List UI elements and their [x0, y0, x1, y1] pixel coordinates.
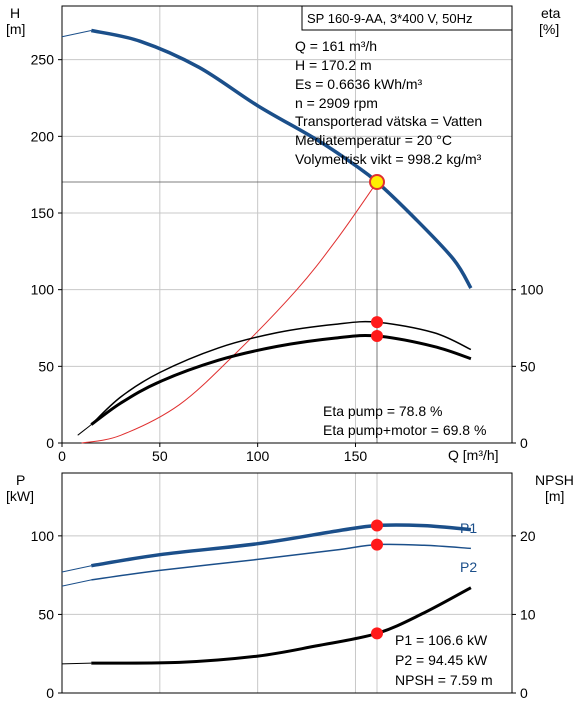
bottom-info-line-2: NPSH = 7.59 m — [395, 672, 493, 688]
eta-pump-label: Eta pump = 78.8 % — [323, 403, 442, 419]
bottom-markers — [371, 519, 383, 640]
p2-series-label: P2 — [460, 559, 477, 575]
bottom-right-axis-label-2: [m] — [545, 488, 564, 504]
top-x-tick-label: 150 — [344, 448, 368, 464]
eta_total-curve-extension — [77, 424, 92, 436]
bottom-left-axis-label-2: [kW] — [6, 488, 34, 504]
top-right-axis-label-2: [%] — [539, 21, 559, 37]
eta_pump-curve — [90, 320, 472, 426]
NPSH-curve — [91, 586, 472, 665]
bottom-left-axis-label-1: P — [16, 472, 25, 488]
bottom-left-tick-label: 100 — [31, 528, 55, 544]
top-ticks: 0 50 100 150 200 250 0 50 100 0 50 100 150 — [31, 52, 544, 464]
top-curves — [61, 28, 473, 444]
top-left-tick-label: 150 — [31, 205, 55, 221]
bottom-right-tick-label: 10 — [520, 606, 536, 622]
top-panel: 0 50 100 150 200 250 0 50 100 0 50 100 150 SP 160-9-… — [6, 5, 561, 464]
top-left-tick-label: 100 — [31, 282, 55, 298]
top-info-line-1: H = 170.2 m — [295, 57, 372, 73]
bottom-grid — [62, 473, 512, 693]
top-left-tick-label: 0 — [46, 435, 54, 451]
bottom-right-axis-label-1: NPSH — [535, 472, 574, 488]
bottom-right-tick-label: 0 — [520, 685, 528, 701]
P2-curve-extension — [61, 579, 92, 587]
top-plot-frame — [61, 5, 513, 444]
top-title: SP 160-9-AA, 3*400 V, 50Hz — [307, 11, 473, 26]
bottom-ticks: 0 50 100 0 10 20 — [31, 528, 536, 701]
eta_total-curve — [90, 333, 472, 426]
top-title-box — [301, 5, 513, 31]
bottom-info-line-1: P2 = 94.45 kW — [395, 652, 488, 668]
bottom-left-tick-label: 50 — [38, 606, 54, 622]
head-curve — [90, 28, 473, 290]
bottom-operating-point-marker-0 — [371, 519, 383, 532]
bottom-panel: 0 50 100 0 10 20 P [kW] NPSH [m] P1 P2 P1 = 1… — [6, 472, 574, 701]
bottom-left-tick-label: 0 — [46, 685, 54, 701]
head-curve-extension — [61, 30, 92, 38]
top-info-line-5: Mediatemperatur = 20 °C — [295, 132, 452, 148]
bottom-operating-point-marker-1 — [371, 538, 383, 551]
bottom-operating-point-marker-2 — [371, 627, 383, 640]
P1-curve-extension — [61, 565, 92, 573]
bottom-right-tick-label: 20 — [520, 528, 536, 544]
top-right-axis-label-1: eta — [541, 5, 561, 21]
top-markers — [369, 174, 385, 342]
top-left-tick-label: 50 — [38, 358, 54, 374]
top-x-tick-label: 100 — [246, 448, 270, 464]
top-duty-point-marker — [369, 174, 385, 191]
top-operating-point-marker-1 — [371, 316, 383, 329]
top-info-line-6: Volymetrisk vikt = 998.2 kg/m³ — [295, 151, 482, 167]
top-x-tick-label: 50 — [152, 448, 168, 464]
bottom-info-line-0: P1 = 106.6 kW — [395, 632, 488, 648]
top-grid — [62, 6, 512, 443]
top-right-tick-label: 50 — [520, 358, 536, 374]
P2-curve — [91, 543, 471, 581]
top-left-tick-label: 200 — [31, 128, 55, 144]
P1-curve — [91, 523, 472, 568]
top-left-tick-label: 250 — [31, 52, 55, 68]
bottom-plot-frame — [61, 472, 513, 694]
top-left-axis-label-1: H — [10, 5, 20, 21]
top-info-line-3: n = 2909 rpm — [295, 95, 378, 111]
top-left-axis-label-2: [m] — [6, 21, 25, 37]
p1-series-label: P1 — [460, 520, 477, 536]
top-x-axis-label: Q [m³/h] — [448, 447, 499, 463]
top-right-tick-label: 0 — [520, 435, 528, 451]
top-operating-point-marker-2 — [371, 329, 383, 342]
eta-total-label: Eta pump+motor = 69.8 % — [323, 422, 486, 438]
top-info-line-2: Es = 0.6636 kWh/m³ — [295, 76, 423, 92]
top-x-tick-label: 0 — [58, 448, 66, 464]
NPSH-curve-extension — [61, 662, 92, 665]
bottom-curves — [61, 523, 472, 665]
top-info-line-0: Q = 161 m³/h — [295, 38, 377, 54]
top-right-tick-label: 100 — [520, 282, 544, 298]
top-info-line-4: Transporterad vätska = Vatten — [295, 113, 482, 129]
system-curve — [81, 181, 378, 444]
